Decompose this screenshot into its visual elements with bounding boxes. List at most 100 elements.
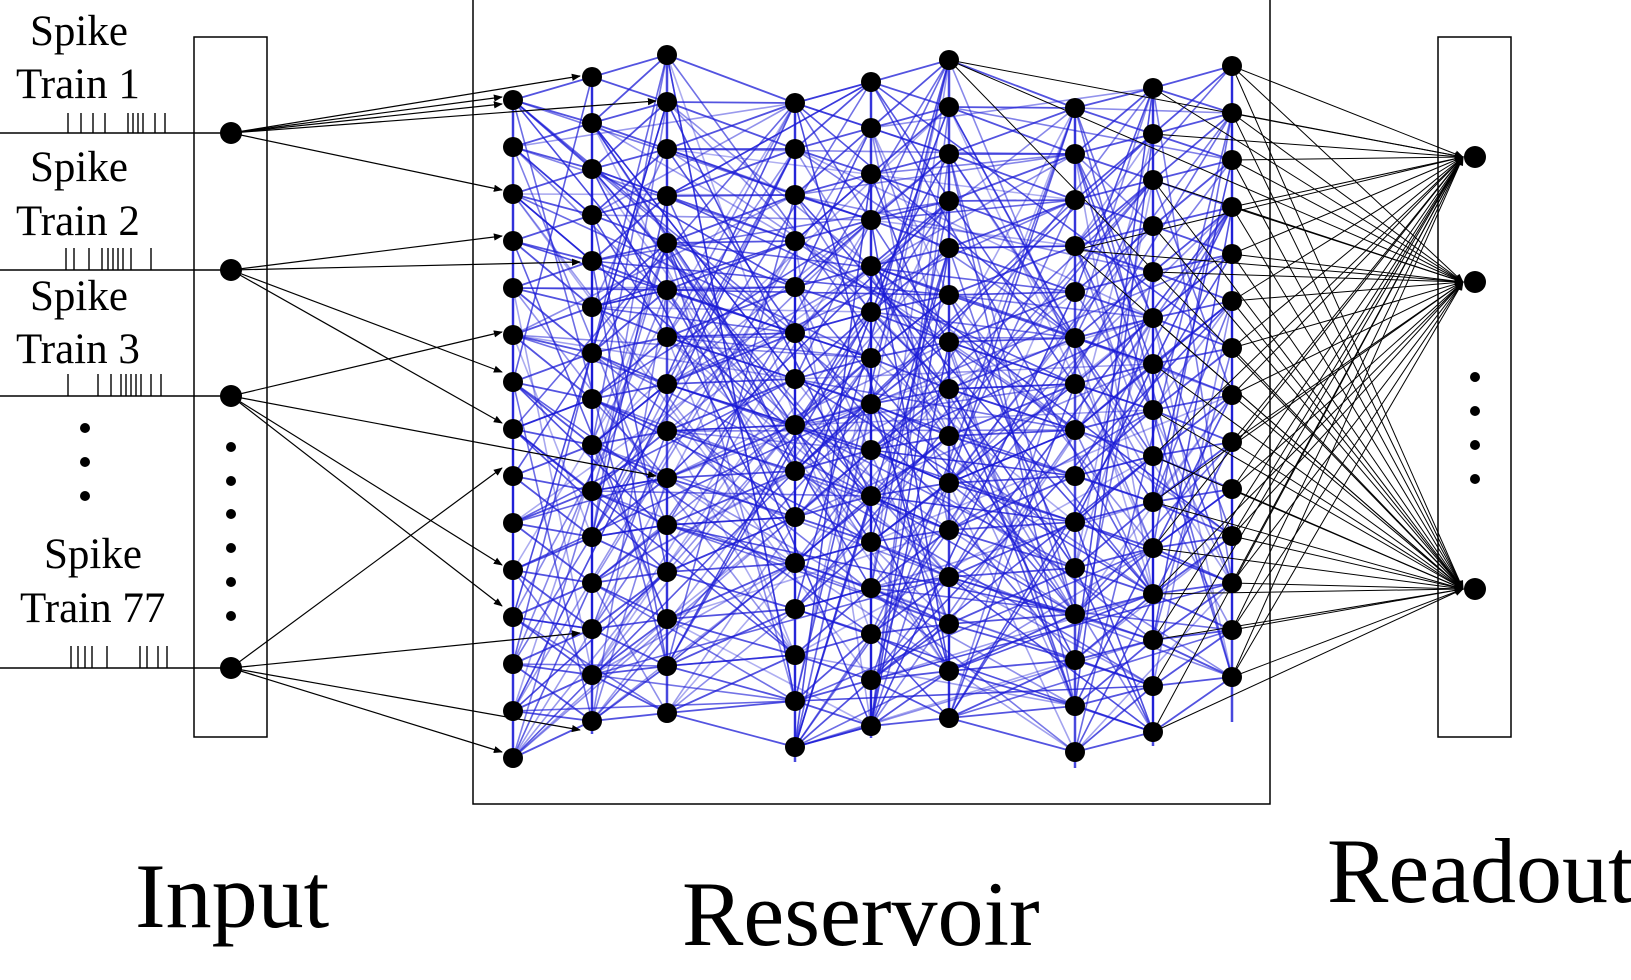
reservoir-neuron [1222, 56, 1242, 76]
input-connection [230, 667, 503, 754]
reservoir-neuron [1222, 432, 1242, 452]
readout-connection [1231, 156, 1464, 631]
reservoir-neuron [785, 185, 805, 205]
reservoir-neuron [939, 567, 959, 587]
reservoir-edge [948, 247, 1076, 615]
reservoir-neuron [939, 238, 959, 258]
readout-connection [1231, 206, 1464, 590]
readout-connection [1231, 156, 1464, 490]
reservoir-edge [794, 173, 872, 196]
reservoir-edge [591, 674, 796, 702]
readout-connection [1231, 394, 1464, 590]
reservoir-edge [870, 59, 950, 129]
reservoir-edge [948, 659, 1076, 719]
reservoir-neuron [939, 426, 959, 446]
reservoir-edge [1152, 206, 1233, 641]
readout-connection [1152, 156, 1464, 641]
reservoir-edge [1152, 65, 1233, 89]
reservoir-edge [948, 106, 1076, 339]
readout-connection [1231, 281, 1464, 396]
reservoir-edge [948, 245, 1076, 296]
reservoir-neuron [939, 520, 959, 540]
reservoir-edge [948, 106, 1076, 109]
reservoir-neuron [1143, 446, 1163, 466]
spike-train-77-label-line2: Train 77 [20, 585, 166, 632]
reservoir-neuron [657, 562, 677, 582]
readout-connection [1152, 87, 1464, 283]
reservoir-edge [1074, 271, 1154, 661]
spike-train-3-label-line2: Train 3 [16, 326, 140, 373]
reservoir-neuron [785, 461, 805, 481]
reservoir-neuron [1065, 190, 1085, 210]
reservoir-edge [591, 148, 796, 538]
reservoir-edge [794, 495, 872, 518]
reservoir-edge [870, 455, 1154, 681]
reservoir-neuron [785, 231, 805, 251]
input-connection [230, 132, 503, 192]
reservoir-edge [948, 341, 1154, 411]
reservoir-edge [666, 378, 796, 432]
reservoir-edge [512, 289, 668, 665]
reservoir-edge [512, 240, 593, 262]
readout-connection [1231, 156, 1464, 678]
reservoir-edge [794, 311, 872, 380]
reservoir-edge [870, 341, 950, 359]
reservoir-neuron [1143, 308, 1163, 328]
reservoir-neuron [1222, 620, 1242, 640]
reservoir-neuron [503, 701, 523, 721]
reservoir-edge [948, 475, 1076, 531]
reservoir-neuron [503, 372, 523, 392]
reservoir-neuron [939, 285, 959, 305]
reservoir-neuron [1065, 420, 1085, 440]
reservoir-neuron [1143, 630, 1163, 650]
readout-connection [1231, 253, 1464, 285]
reservoir-neuron [861, 118, 881, 138]
reservoir-edge [948, 337, 1076, 343]
reservoir-edge [870, 81, 1233, 349]
readout-connection [1231, 156, 1464, 255]
readout-connection [1152, 363, 1464, 590]
reservoir-edge [666, 148, 796, 334]
reservoir-edge [1074, 639, 1154, 707]
reservoir-neuron [1143, 354, 1163, 374]
reservoir-neuron [657, 609, 677, 629]
reservoir-edge [591, 524, 668, 584]
input-connection [230, 269, 503, 373]
reservoir-neuron [1143, 170, 1163, 190]
reservoir-edge [512, 99, 668, 291]
input-connection [230, 94, 503, 134]
reservoir-edge [591, 214, 668, 338]
readout-connection [948, 59, 1464, 590]
reservoir-neuron [582, 389, 602, 409]
reservoir-neuron [582, 665, 602, 685]
reservoir-edge [870, 153, 950, 175]
reservoir-neuron [1065, 558, 1085, 578]
input-connection [230, 395, 503, 566]
readout-connection [1152, 501, 1464, 591]
reservoir-edge [1152, 535, 1233, 595]
reservoir-edge [1152, 179, 1233, 396]
reservoir-edge [512, 381, 872, 635]
reservoir-neuron [861, 486, 881, 506]
readout-connection [1231, 156, 1464, 443]
reservoir-neuron [785, 277, 805, 297]
reservoir-edge [1074, 179, 1154, 569]
reservoir-edge [666, 294, 950, 714]
readout-connection [1231, 156, 1464, 302]
reservoir-edge [794, 685, 1154, 702]
reservoir-edge [512, 522, 593, 538]
reservoir-edge [794, 541, 872, 610]
input-connection [230, 630, 581, 669]
reservoir-edge [666, 289, 950, 296]
reservoir-edge [591, 200, 950, 262]
reservoir-edge [1074, 521, 1154, 733]
reservoir-neuron [503, 184, 523, 204]
input-layer-ellipsis [226, 442, 236, 621]
reservoir-edge [1152, 394, 1233, 503]
reservoir-neuron [1222, 526, 1242, 546]
readout-connection [1231, 281, 1464, 631]
reservoir-edge [512, 618, 668, 759]
reservoir-neuron [582, 619, 602, 639]
reservoir-edge [1152, 206, 1233, 227]
reservoir-edge [1152, 112, 1233, 181]
